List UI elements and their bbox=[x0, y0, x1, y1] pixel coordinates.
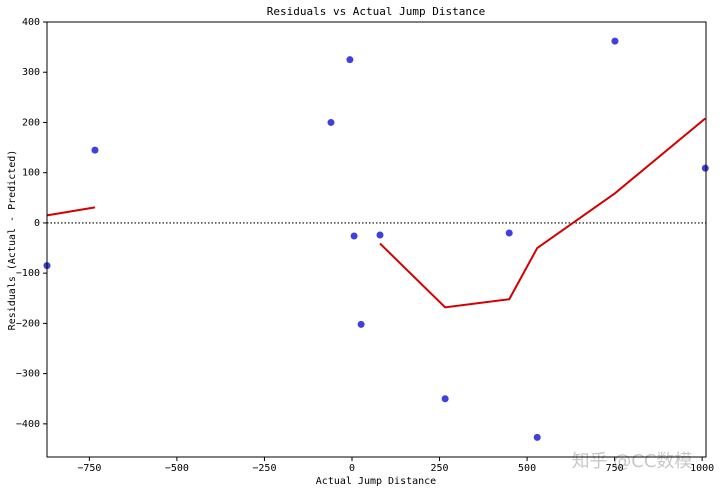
point bbox=[441, 395, 449, 403]
x-tick-label: 750 bbox=[606, 463, 624, 474]
point bbox=[350, 232, 358, 240]
y-tick-label: 200 bbox=[22, 117, 40, 128]
line bbox=[46, 117, 706, 309]
y-tick-label: −200 bbox=[16, 318, 40, 329]
point bbox=[327, 118, 335, 126]
point bbox=[91, 146, 99, 154]
x-tick-label: −250 bbox=[252, 463, 276, 474]
x-tick-label: 1000 bbox=[690, 463, 714, 474]
point bbox=[346, 56, 354, 64]
point bbox=[611, 37, 619, 45]
y-tick-label: 300 bbox=[22, 67, 40, 78]
x-tick-label: −750 bbox=[77, 463, 101, 474]
point bbox=[376, 231, 384, 239]
x-tick-label: −500 bbox=[165, 463, 189, 474]
y-tick-label: 100 bbox=[22, 168, 40, 179]
plot-frame bbox=[46, 21, 707, 458]
x-tick-label: 500 bbox=[518, 463, 536, 474]
y-tick-label: 0 bbox=[34, 218, 40, 229]
y-tick-label: −300 bbox=[16, 369, 40, 380]
point bbox=[701, 164, 709, 172]
x-tick-label: 250 bbox=[430, 463, 448, 474]
watermark: 知乎 @CC数模 bbox=[572, 451, 693, 472]
point bbox=[505, 229, 513, 237]
x-tick-label: 0 bbox=[349, 463, 355, 474]
y-tick-label: −400 bbox=[16, 419, 40, 430]
point bbox=[357, 320, 365, 328]
point bbox=[533, 433, 541, 441]
y-tick-label: 400 bbox=[22, 17, 40, 28]
x-axis-label: Actual Jump Distance bbox=[316, 476, 436, 487]
y-tick-label: −100 bbox=[16, 268, 40, 279]
chart-title: Residuals vs Actual Jump Distance bbox=[267, 5, 486, 18]
y-axis-label: Residuals (Actual - Predicted) bbox=[7, 150, 18, 331]
